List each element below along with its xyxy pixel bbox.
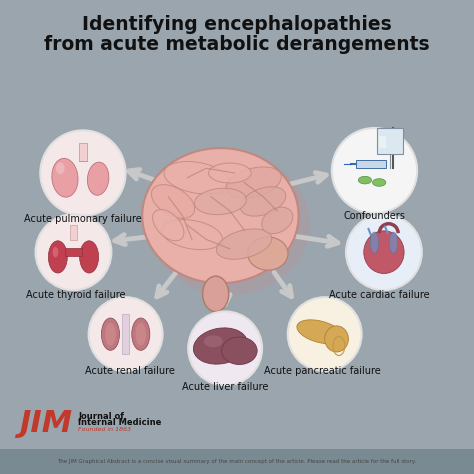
Ellipse shape xyxy=(48,241,67,273)
Bar xyxy=(379,136,386,148)
Ellipse shape xyxy=(164,162,229,194)
Ellipse shape xyxy=(53,247,58,257)
Ellipse shape xyxy=(325,326,348,352)
Ellipse shape xyxy=(142,148,299,283)
FancyArrowPatch shape xyxy=(385,226,388,233)
Ellipse shape xyxy=(153,210,184,241)
Ellipse shape xyxy=(370,232,379,253)
Circle shape xyxy=(288,297,362,371)
Text: Acute thyroid failure: Acute thyroid failure xyxy=(26,290,126,300)
Ellipse shape xyxy=(364,231,404,273)
FancyArrowPatch shape xyxy=(368,228,371,236)
Ellipse shape xyxy=(373,179,386,186)
Text: Acute liver failure: Acute liver failure xyxy=(182,382,268,392)
Bar xyxy=(122,314,129,354)
Ellipse shape xyxy=(226,167,281,198)
Ellipse shape xyxy=(162,219,222,250)
Circle shape xyxy=(332,128,417,213)
Ellipse shape xyxy=(221,337,257,365)
Bar xyxy=(377,128,403,154)
Text: Confounders: Confounders xyxy=(344,211,405,221)
Ellipse shape xyxy=(262,207,293,234)
Ellipse shape xyxy=(240,187,286,216)
Text: JIM: JIM xyxy=(19,409,72,438)
Ellipse shape xyxy=(52,158,78,197)
Ellipse shape xyxy=(202,276,228,312)
Bar xyxy=(356,160,386,168)
Circle shape xyxy=(89,297,163,371)
Ellipse shape xyxy=(148,153,310,295)
Text: from acute metabolic derangements: from acute metabolic derangements xyxy=(44,35,430,54)
Circle shape xyxy=(40,130,126,216)
Bar xyxy=(65,248,82,256)
Bar xyxy=(79,143,87,161)
Text: Acute pulmonary failure: Acute pulmonary failure xyxy=(24,214,142,224)
Text: Identifying encephalopathies: Identifying encephalopathies xyxy=(82,15,392,34)
Text: Journal of: Journal of xyxy=(78,412,124,420)
Ellipse shape xyxy=(136,323,146,346)
Ellipse shape xyxy=(389,232,398,253)
Ellipse shape xyxy=(194,188,246,215)
Ellipse shape xyxy=(297,320,343,344)
Ellipse shape xyxy=(247,237,288,270)
Text: The JIM Graphical Abstract is a concise visual summary of the main concept of th: The JIM Graphical Abstract is a concise … xyxy=(57,459,417,464)
Text: Acute cardiac failure: Acute cardiac failure xyxy=(329,290,429,300)
Ellipse shape xyxy=(101,318,119,350)
Ellipse shape xyxy=(132,318,150,350)
Text: Acute pancreatic failure: Acute pancreatic failure xyxy=(264,366,381,376)
Ellipse shape xyxy=(358,176,372,184)
Circle shape xyxy=(36,214,111,290)
Ellipse shape xyxy=(204,336,223,347)
Ellipse shape xyxy=(217,229,272,259)
Bar xyxy=(0,449,474,474)
Ellipse shape xyxy=(209,163,251,183)
Text: Founded in 1863: Founded in 1863 xyxy=(78,428,131,432)
Ellipse shape xyxy=(80,241,99,273)
Text: Acute renal failure: Acute renal failure xyxy=(85,366,175,376)
Ellipse shape xyxy=(151,185,195,218)
Circle shape xyxy=(188,311,262,385)
Circle shape xyxy=(346,214,422,290)
Bar xyxy=(70,225,77,240)
Ellipse shape xyxy=(56,162,64,174)
Text: Internal Medicine: Internal Medicine xyxy=(78,419,162,427)
Ellipse shape xyxy=(105,323,116,346)
Ellipse shape xyxy=(87,162,109,195)
Ellipse shape xyxy=(193,328,247,364)
